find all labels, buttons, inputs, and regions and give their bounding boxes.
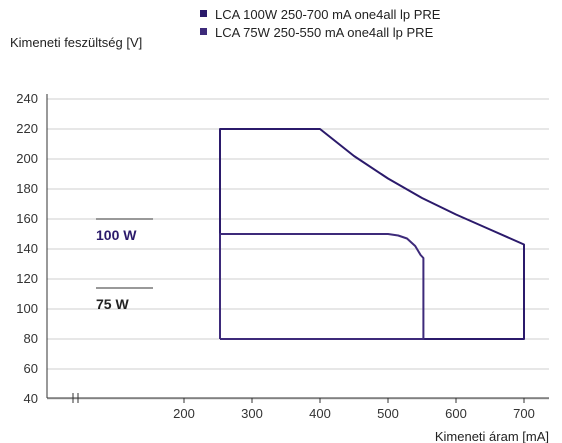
y-tick-label: 240	[16, 91, 38, 106]
legend-swatch	[200, 10, 207, 17]
x-axis-title: Kimeneti áram [mA]	[435, 429, 549, 443]
y-tick-label: 220	[16, 121, 38, 136]
x-tick-label: 600	[445, 406, 467, 421]
legend-label: LCA 100W 250-700 mA one4all lp PRE	[215, 7, 441, 22]
annotation-label: 75 W	[96, 296, 129, 312]
y-tick-label: 140	[16, 241, 38, 256]
series-line-2	[219, 233, 425, 340]
y-tick-label: 200	[16, 151, 38, 166]
y-tick-label: 180	[16, 181, 38, 196]
x-tick-label: 300	[241, 406, 263, 421]
x-tick-label: 400	[309, 406, 331, 421]
y-tick-label: 40	[24, 391, 38, 406]
annotation-label: 100 W	[96, 227, 137, 243]
y-tick-label: 120	[16, 271, 38, 286]
x-tick-label: 500	[377, 406, 399, 421]
y-tick-label: 80	[24, 331, 38, 346]
x-tick-label: 700	[513, 406, 535, 421]
legend-label: LCA 75W 250-550 mA one4all lp PRE	[215, 25, 434, 40]
x-tick-label: 200	[173, 406, 195, 421]
y-axis-title: Kimeneti feszültség [V]	[10, 35, 142, 50]
y-tick-label: 160	[16, 211, 38, 226]
legend-swatch	[200, 28, 207, 35]
y-tick-label: 60	[24, 361, 38, 376]
series-line-1	[219, 128, 525, 340]
y-tick-label: 100	[16, 301, 38, 316]
